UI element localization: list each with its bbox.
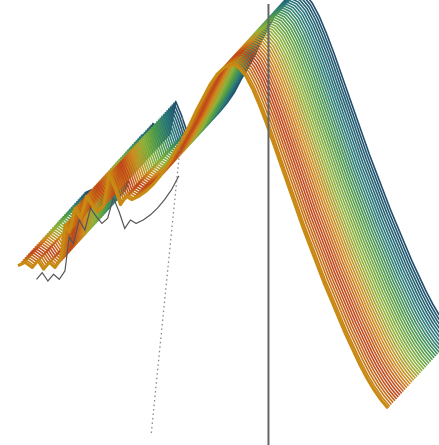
dotted-guide-line — [150, 117, 184, 437]
reference-line — [36, 175, 180, 283]
series-group — [17, 0, 439, 410]
reference-group — [36, 175, 180, 283]
annotation-group — [150, 4, 270, 445]
series-line-1 — [17, 62, 390, 410]
